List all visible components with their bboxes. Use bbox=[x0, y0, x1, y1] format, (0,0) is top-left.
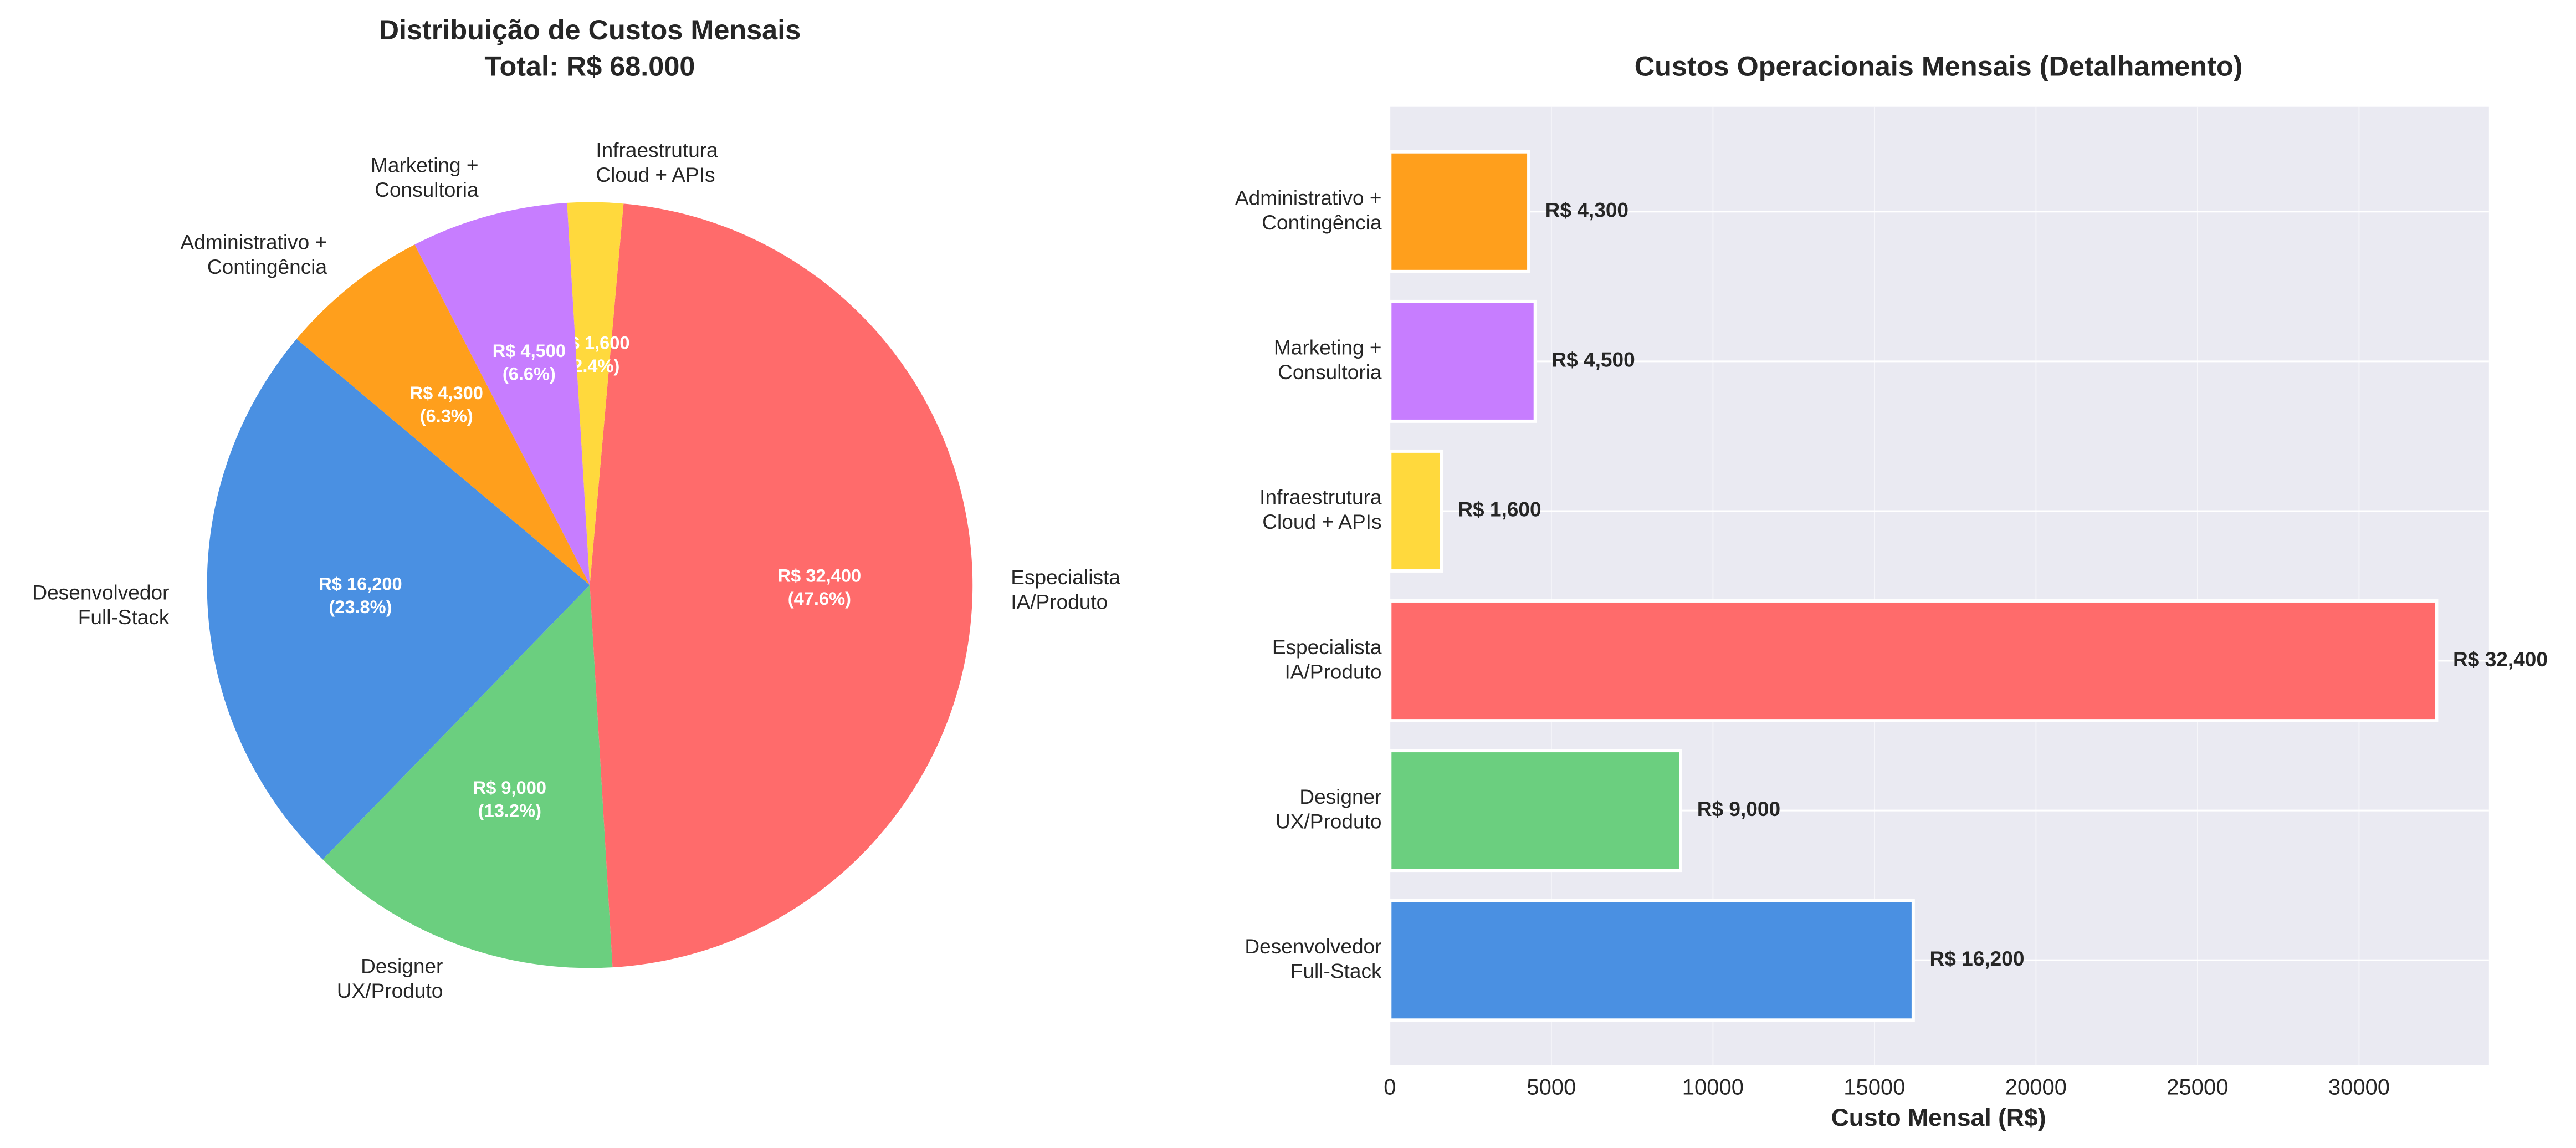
slice-value-label: R$ 4,300 (6.3%) bbox=[410, 382, 483, 426]
slice-label: Marketing + Consultoria bbox=[371, 153, 479, 201]
slice-value-label: R$ 4,500 (6.6%) bbox=[493, 340, 566, 384]
bar-value-label: R$ 9,000 bbox=[1697, 797, 1780, 820]
slice-label: Especialista IA/Produto bbox=[1011, 565, 1120, 613]
x-tick-label: 20000 bbox=[2005, 1075, 2067, 1100]
pie-subtitle: Total: R$ 68.000 bbox=[484, 50, 695, 81]
x-tick-label: 30000 bbox=[2328, 1075, 2390, 1100]
y-tick-label: Desenvolvedor Full-Stack bbox=[1245, 935, 1382, 982]
pie-slice bbox=[414, 202, 590, 585]
pie-slice bbox=[567, 202, 624, 585]
y-tick-label: Designer UX/Produto bbox=[1276, 785, 1382, 833]
bar-value-label: R$ 4,500 bbox=[1551, 348, 1635, 371]
bar-value-label: R$ 16,200 bbox=[1930, 947, 2025, 970]
bar bbox=[1388, 749, 1683, 873]
slice-label: Desenvolvedor Full-Stack bbox=[32, 580, 170, 628]
bar bbox=[1388, 299, 1537, 423]
pie-chart: Distribuição de Custos Mensais Total: R$… bbox=[32, 14, 1120, 1002]
bar-chart: Custos Operacionais Mensais (Detalhament… bbox=[1235, 50, 2548, 1131]
y-tick-label: Administrativo + Contingência bbox=[1235, 186, 1382, 233]
x-tick-label: 0 bbox=[1384, 1075, 1396, 1100]
bar-value-label: R$ 1,600 bbox=[1458, 498, 1541, 521]
x-tick-label: 10000 bbox=[1682, 1075, 1744, 1100]
bar bbox=[1388, 449, 1443, 573]
pie-title: Distribuição de Custos Mensais bbox=[379, 14, 801, 45]
pie-slices: Desenvolvedor Full-Stack R$ 16,200 (23.8%) D… bbox=[32, 138, 1120, 1002]
bar-plot: 0 5000 10000 15000 20000 25000 30000 R$ 16,200 D… bbox=[1235, 106, 2548, 1100]
slice-label: Designer UX/Produto bbox=[337, 954, 443, 1002]
pie-slice bbox=[207, 339, 590, 860]
bar bbox=[1388, 899, 1915, 1022]
bar-value-label: R$ 32,400 bbox=[2453, 647, 2548, 671]
bar bbox=[1388, 150, 1531, 273]
x-tick-label: 15000 bbox=[1843, 1075, 1905, 1100]
x-tick-label: 5000 bbox=[1527, 1075, 1576, 1100]
bar-value-label: R$ 4,300 bbox=[1545, 198, 1628, 222]
y-tick-label: Marketing + Consultoria bbox=[1274, 335, 1382, 383]
slice-value-label: R$ 32,400 (47.6%) bbox=[778, 565, 861, 609]
pie-slice bbox=[322, 585, 613, 968]
slice-value-label: R$ 16,200 (23.8%) bbox=[319, 573, 402, 617]
x-tick-label: 25000 bbox=[2167, 1075, 2228, 1100]
pie-slice bbox=[590, 203, 973, 968]
slice-value-label: R$ 9,000 (13.2%) bbox=[473, 777, 546, 821]
y-tick-label: Especialista IA/Produto bbox=[1272, 635, 1382, 683]
y-tick-label: Infraestrutura Cloud + APIs bbox=[1259, 486, 1382, 533]
slice-label: Administrativo + Contingência bbox=[181, 230, 327, 278]
bar-title: Custos Operacionais Mensais (Detalhament… bbox=[1635, 50, 2243, 81]
bar bbox=[1388, 599, 2439, 723]
slice-label: Infraestrutura Cloud + APIs bbox=[596, 138, 718, 186]
x-axis-label: Custo Mensal (R$) bbox=[1831, 1104, 2046, 1131]
pie-slice bbox=[296, 244, 590, 585]
